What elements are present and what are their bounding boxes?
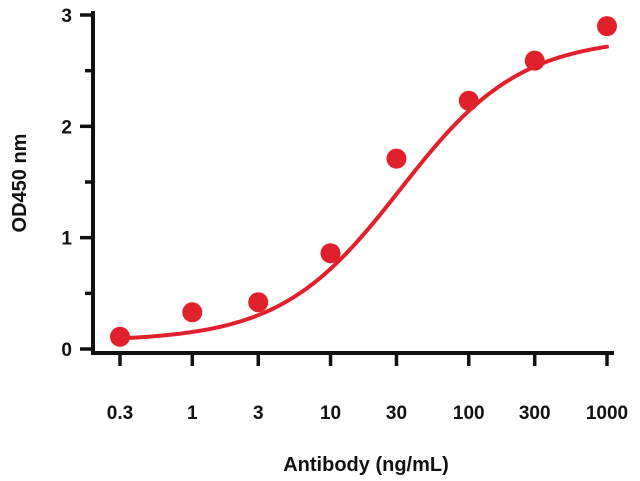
data-point xyxy=(248,292,269,313)
data-point xyxy=(386,148,407,169)
y-ticks: 0 1 2 3 xyxy=(61,6,93,361)
data-point xyxy=(524,50,545,71)
x-tick-label: 1 xyxy=(187,403,198,424)
data-point xyxy=(320,243,341,264)
y-tick-label: 2 xyxy=(61,117,72,138)
data-point xyxy=(458,90,479,111)
x-tick-label: 100 xyxy=(453,403,485,424)
x-ticks: 0.3 1 3 10 30 100 300 1000 xyxy=(107,353,628,424)
x-tick-label: 0.3 xyxy=(107,403,133,424)
x-tick-label: 10 xyxy=(320,403,341,424)
data-point xyxy=(597,16,617,37)
fit-curve xyxy=(118,44,609,341)
x-tick-label: 300 xyxy=(519,403,551,424)
y-tick-label: 3 xyxy=(61,6,72,27)
x-tick-label: 3 xyxy=(253,403,264,424)
data-points xyxy=(110,16,617,347)
x-tick-label: 30 xyxy=(386,403,407,424)
data-point xyxy=(110,326,130,347)
x-tick-label: 1000 xyxy=(586,403,628,424)
y-tick-label: 0 xyxy=(61,340,72,361)
data-point xyxy=(182,302,203,323)
x-axis-title: Antibody (ng/mL) xyxy=(283,454,449,476)
y-axis-title: OD450 nm xyxy=(9,134,31,233)
y-tick-label: 1 xyxy=(61,229,72,250)
